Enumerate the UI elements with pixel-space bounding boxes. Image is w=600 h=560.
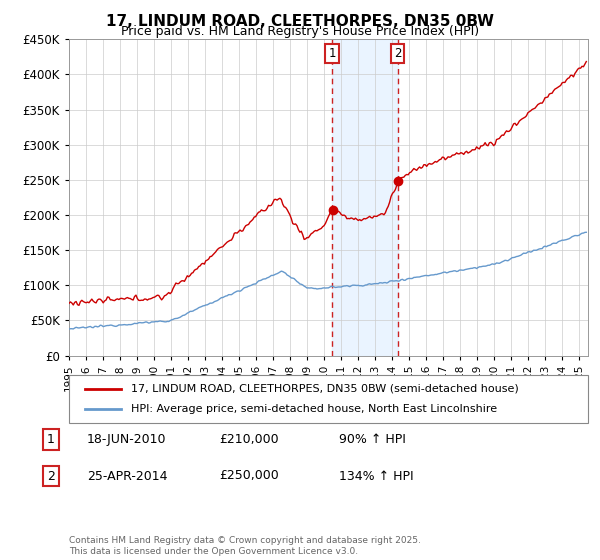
Text: HPI: Average price, semi-detached house, North East Lincolnshire: HPI: Average price, semi-detached house,…	[131, 404, 497, 414]
Text: 1: 1	[47, 433, 55, 446]
Bar	[332, 39, 398, 356]
Text: 18-JUN-2010: 18-JUN-2010	[87, 433, 167, 446]
Text: £210,000: £210,000	[219, 433, 278, 446]
Text: £250,000: £250,000	[219, 469, 279, 483]
Text: 17, LINDUM ROAD, CLEETHORPES, DN35 0BW: 17, LINDUM ROAD, CLEETHORPES, DN35 0BW	[106, 14, 494, 29]
Text: 2: 2	[394, 47, 401, 60]
Text: 134% ↑ HPI: 134% ↑ HPI	[339, 469, 413, 483]
Text: Price paid vs. HM Land Registry's House Price Index (HPI): Price paid vs. HM Land Registry's House …	[121, 25, 479, 38]
Text: 17, LINDUM ROAD, CLEETHORPES, DN35 0BW (semi-detached house): 17, LINDUM ROAD, CLEETHORPES, DN35 0BW (…	[131, 384, 519, 394]
Text: 25-APR-2014: 25-APR-2014	[87, 469, 167, 483]
Text: 1: 1	[328, 47, 336, 60]
Text: 2: 2	[47, 469, 55, 483]
Text: Contains HM Land Registry data © Crown copyright and database right 2025.
This d: Contains HM Land Registry data © Crown c…	[69, 536, 421, 556]
FancyBboxPatch shape	[69, 375, 588, 423]
Text: 90% ↑ HPI: 90% ↑ HPI	[339, 433, 406, 446]
